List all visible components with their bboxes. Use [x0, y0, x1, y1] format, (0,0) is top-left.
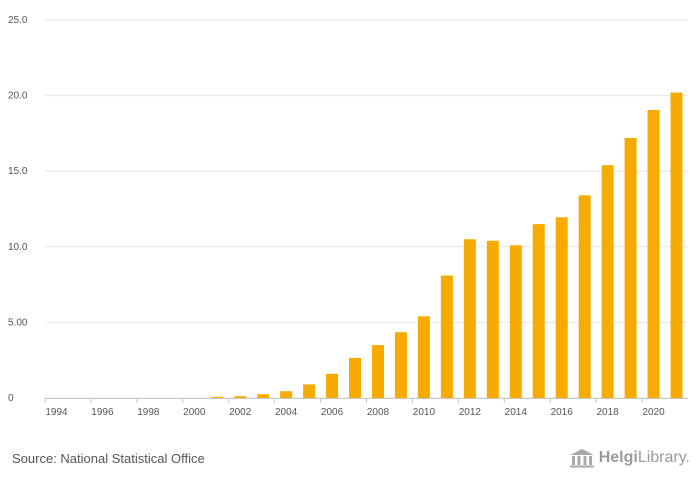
bar-2011	[440, 275, 453, 398]
x-tick-label: 2006	[321, 407, 344, 418]
logo-text-light: Library.	[637, 449, 690, 466]
bar-2021	[670, 92, 683, 398]
bar-2006	[326, 373, 339, 398]
x-tick-label: 2008	[367, 407, 390, 418]
bar-2012	[463, 239, 476, 398]
y-tick-label: 25.0	[8, 15, 28, 26]
bar-2008	[371, 345, 384, 398]
bar-2020	[647, 109, 660, 399]
bar-2002	[234, 396, 247, 398]
bar-2007	[349, 357, 362, 398]
x-axis-ticks: 1994 1996 1998 2000 2002 2004 2006 2008 2010 2012…	[44, 398, 665, 418]
helgi-library-logo: HelgiLibrary.	[569, 448, 690, 468]
y-tick-label: 5.00	[8, 317, 28, 328]
library-columns-icon	[569, 449, 594, 468]
bar-2001	[211, 396, 224, 398]
bars	[211, 92, 683, 399]
y-tick-label: 0	[8, 393, 14, 404]
bar-2009	[394, 332, 407, 398]
x-tick-label: 2020	[642, 407, 665, 418]
bar-2019	[624, 137, 637, 398]
gridlines	[45, 19, 688, 399]
source-note: Source: National Statistical Office	[12, 451, 205, 466]
y-axis-ticks: 0 5.00 10.0 15.0 20.0 25.0	[8, 15, 28, 404]
x-tick-label: 1996	[91, 407, 114, 418]
bar-2016	[555, 217, 568, 398]
x-tick-label: 2016	[551, 407, 574, 418]
y-tick-label: 10.0	[8, 242, 28, 253]
bar-2005	[303, 384, 316, 398]
bar-2013	[486, 240, 499, 398]
bar-2017	[578, 195, 591, 398]
x-tick-label: 1998	[137, 407, 160, 418]
x-tick-label: 2014	[505, 407, 528, 418]
x-tick-label: 2012	[459, 407, 482, 418]
x-tick-label: 2002	[229, 407, 252, 418]
bar-2018	[601, 165, 614, 398]
bar-chart: 0 5.00 10.0 15.0 20.0 25.0 1994 1996 1998 2000 20…	[8, 15, 688, 418]
bar-2015	[532, 224, 545, 398]
bar-2004	[280, 391, 293, 398]
logo-text-bold: Helgi	[598, 449, 638, 466]
x-tick-label: 1994	[45, 407, 68, 418]
x-tick-label: 2018	[597, 407, 620, 418]
bar-2014	[509, 245, 522, 398]
x-tick-label: 2010	[413, 407, 436, 418]
y-tick-label: 20.0	[8, 91, 28, 102]
x-tick-label: 2000	[183, 407, 206, 418]
bar-2010	[417, 316, 430, 398]
logo-text: HelgiLibrary.	[599, 449, 690, 467]
y-tick-label: 15.0	[8, 166, 28, 177]
x-tick-label: 2004	[275, 407, 298, 418]
bar-2003	[257, 394, 270, 398]
